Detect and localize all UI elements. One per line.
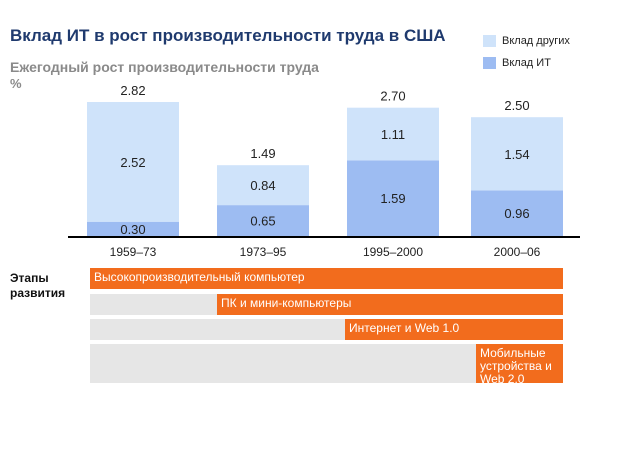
data-label: 0.30 [120, 222, 145, 237]
stage-row-3: Интернет и Web 1.0 [90, 319, 563, 340]
legend-label-others: Вклад других [502, 35, 570, 47]
data-label: 0.84 [250, 178, 275, 193]
bar-segment-others [217, 165, 309, 206]
x-tick-label: 1959–73 [110, 245, 157, 259]
legend-swatch-it [483, 57, 496, 69]
bar-chart: 0.30 2.52 2.82 1959–73 0.65 0.84 1.49 1973–95 1.… [68, 83, 580, 259]
stage-row-4: Мобильные устройства и Web 2.0 [90, 344, 563, 383]
data-label: 0.96 [504, 206, 529, 221]
data-label: 1.11 [381, 127, 405, 142]
total-label: 1.49 [250, 146, 275, 161]
bar-segment-others [87, 102, 179, 222]
x-tick-label: 2000–06 [494, 245, 541, 259]
stage-row-1: Высокопроизводительный компьютер [90, 268, 563, 289]
bar-segment-others [347, 107, 439, 161]
legend-label-it: Вклад ИТ [502, 57, 551, 69]
total-label: 2.70 [380, 89, 405, 104]
bar-segment-others [471, 117, 563, 191]
data-label: 2.52 [120, 155, 145, 170]
total-label: 2.50 [504, 98, 529, 113]
chart-title: Вклад ИТ в рост производительности труда… [10, 26, 446, 45]
stage-bar-hpc: Высокопроизводительный компьютер [90, 268, 563, 289]
bar-segment-it [471, 190, 563, 236]
data-label: 1.59 [380, 191, 405, 206]
bar-segment-it [87, 221, 179, 236]
unit-label: % [10, 76, 22, 91]
stage-bar-mobile: Мобильные устройства и Web 2.0 [476, 344, 563, 383]
legend-item-it: Вклад ИТ [483, 56, 570, 70]
stage-bar-internet: Интернет и Web 1.0 [345, 319, 563, 340]
bar-segment-it [217, 205, 309, 236]
total-label: 2.82 [120, 83, 145, 98]
stage-bar-pc: ПК и мини-компьютеры [217, 294, 563, 315]
legend-swatch-others [483, 35, 496, 47]
legend: Вклад других Вклад ИТ [483, 34, 570, 78]
stages-label: Этапы развития [10, 271, 66, 300]
data-label: 1.54 [504, 147, 529, 162]
x-tick-label: 1973–95 [240, 245, 287, 259]
stage-row-2: ПК и мини-компьютеры [90, 294, 563, 315]
x-tick-label: 1995–2000 [363, 245, 423, 259]
chart-subtitle: Ежегодный рост производительности труда [10, 59, 319, 75]
data-label: 0.65 [250, 214, 275, 229]
bar-segment-it [347, 160, 439, 236]
legend-item-others: Вклад других [483, 34, 570, 48]
